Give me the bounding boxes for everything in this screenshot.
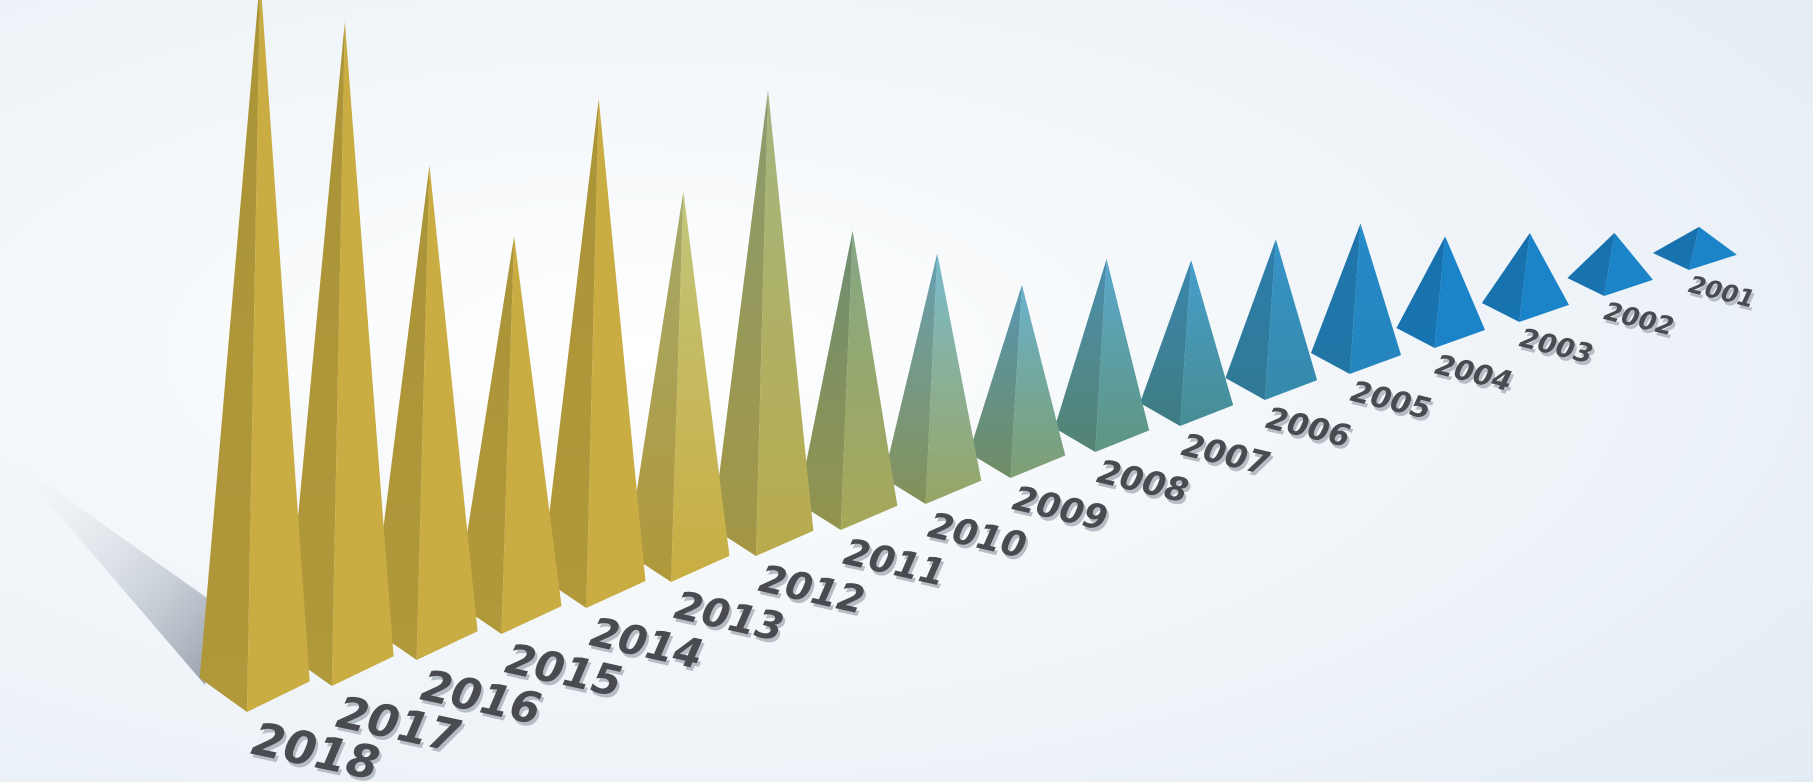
pyramid-2001 bbox=[1652, 226, 1737, 270]
pyramid-left-face bbox=[1225, 239, 1276, 400]
pyramid-2009 bbox=[969, 284, 1066, 478]
pyramid-left-face bbox=[1139, 260, 1192, 426]
pyramid-right-face bbox=[1519, 233, 1569, 322]
pyramid-left-face bbox=[370, 165, 430, 660]
pyramid-right-face bbox=[416, 165, 478, 660]
pyramid-left-face bbox=[627, 191, 684, 582]
pyramid-left-face bbox=[1310, 223, 1361, 374]
pyramid-left-face bbox=[883, 253, 938, 504]
pyramid-2005 bbox=[1310, 223, 1402, 374]
pyramid-left-face bbox=[199, 0, 260, 712]
pyramid-2004 bbox=[1396, 236, 1486, 348]
pyramid-2002 bbox=[1567, 232, 1653, 296]
pyramid-right-face bbox=[501, 236, 562, 634]
pyramid-2012 bbox=[712, 90, 814, 557]
pyramid-left-face bbox=[712, 90, 769, 557]
pyramid-right-face bbox=[1010, 284, 1066, 478]
pyramid-right-face bbox=[1689, 226, 1737, 270]
pyramid-left-face bbox=[1054, 259, 1107, 452]
pyramid-2013 bbox=[627, 191, 730, 582]
pyramid-2014 bbox=[541, 98, 646, 609]
pyramid-2006 bbox=[1225, 239, 1318, 400]
pyramid-right-face bbox=[1434, 236, 1486, 348]
pyramid-2010 bbox=[883, 253, 982, 504]
pyramid-right-face bbox=[755, 90, 814, 557]
pyramid-right-face bbox=[1264, 239, 1318, 400]
pyramid-right-face bbox=[586, 98, 646, 609]
pyramid-left-face bbox=[1481, 233, 1530, 322]
pyramid-series bbox=[199, 0, 1737, 712]
pyramid-2018 bbox=[199, 0, 310, 712]
pyramid-left-face bbox=[1567, 232, 1615, 296]
pyramid-left-face bbox=[1396, 236, 1446, 348]
pyramid-2008 bbox=[1054, 259, 1150, 452]
pyramid-right-face bbox=[331, 21, 394, 686]
pyramid-right-face bbox=[1349, 223, 1402, 374]
pyramid-right-face bbox=[925, 253, 982, 504]
pyramid-right-face bbox=[671, 191, 730, 582]
pyramid-2011 bbox=[798, 230, 898, 530]
pyramid-left-face bbox=[456, 236, 515, 634]
pyramid-2015 bbox=[456, 236, 562, 634]
pyramid-right-face bbox=[1095, 259, 1150, 452]
floor-shadow bbox=[12, 460, 210, 685]
pyramid-2017 bbox=[285, 21, 394, 686]
pyramid-right-face bbox=[1604, 232, 1653, 296]
pyramid-left-face bbox=[541, 98, 599, 609]
pyramid-left-face bbox=[798, 230, 853, 530]
pyramid-2003 bbox=[1481, 233, 1569, 322]
pyramid-2016 bbox=[370, 165, 478, 660]
pyramid-right-face bbox=[247, 0, 310, 712]
pyramid-right-face bbox=[1180, 260, 1234, 426]
pyramid-2007 bbox=[1139, 260, 1234, 426]
pyramid-left-face bbox=[969, 284, 1022, 478]
pyramid-right-face bbox=[840, 230, 898, 530]
pyramid-left-face bbox=[285, 21, 345, 686]
pyramid-left-face bbox=[1652, 226, 1700, 270]
